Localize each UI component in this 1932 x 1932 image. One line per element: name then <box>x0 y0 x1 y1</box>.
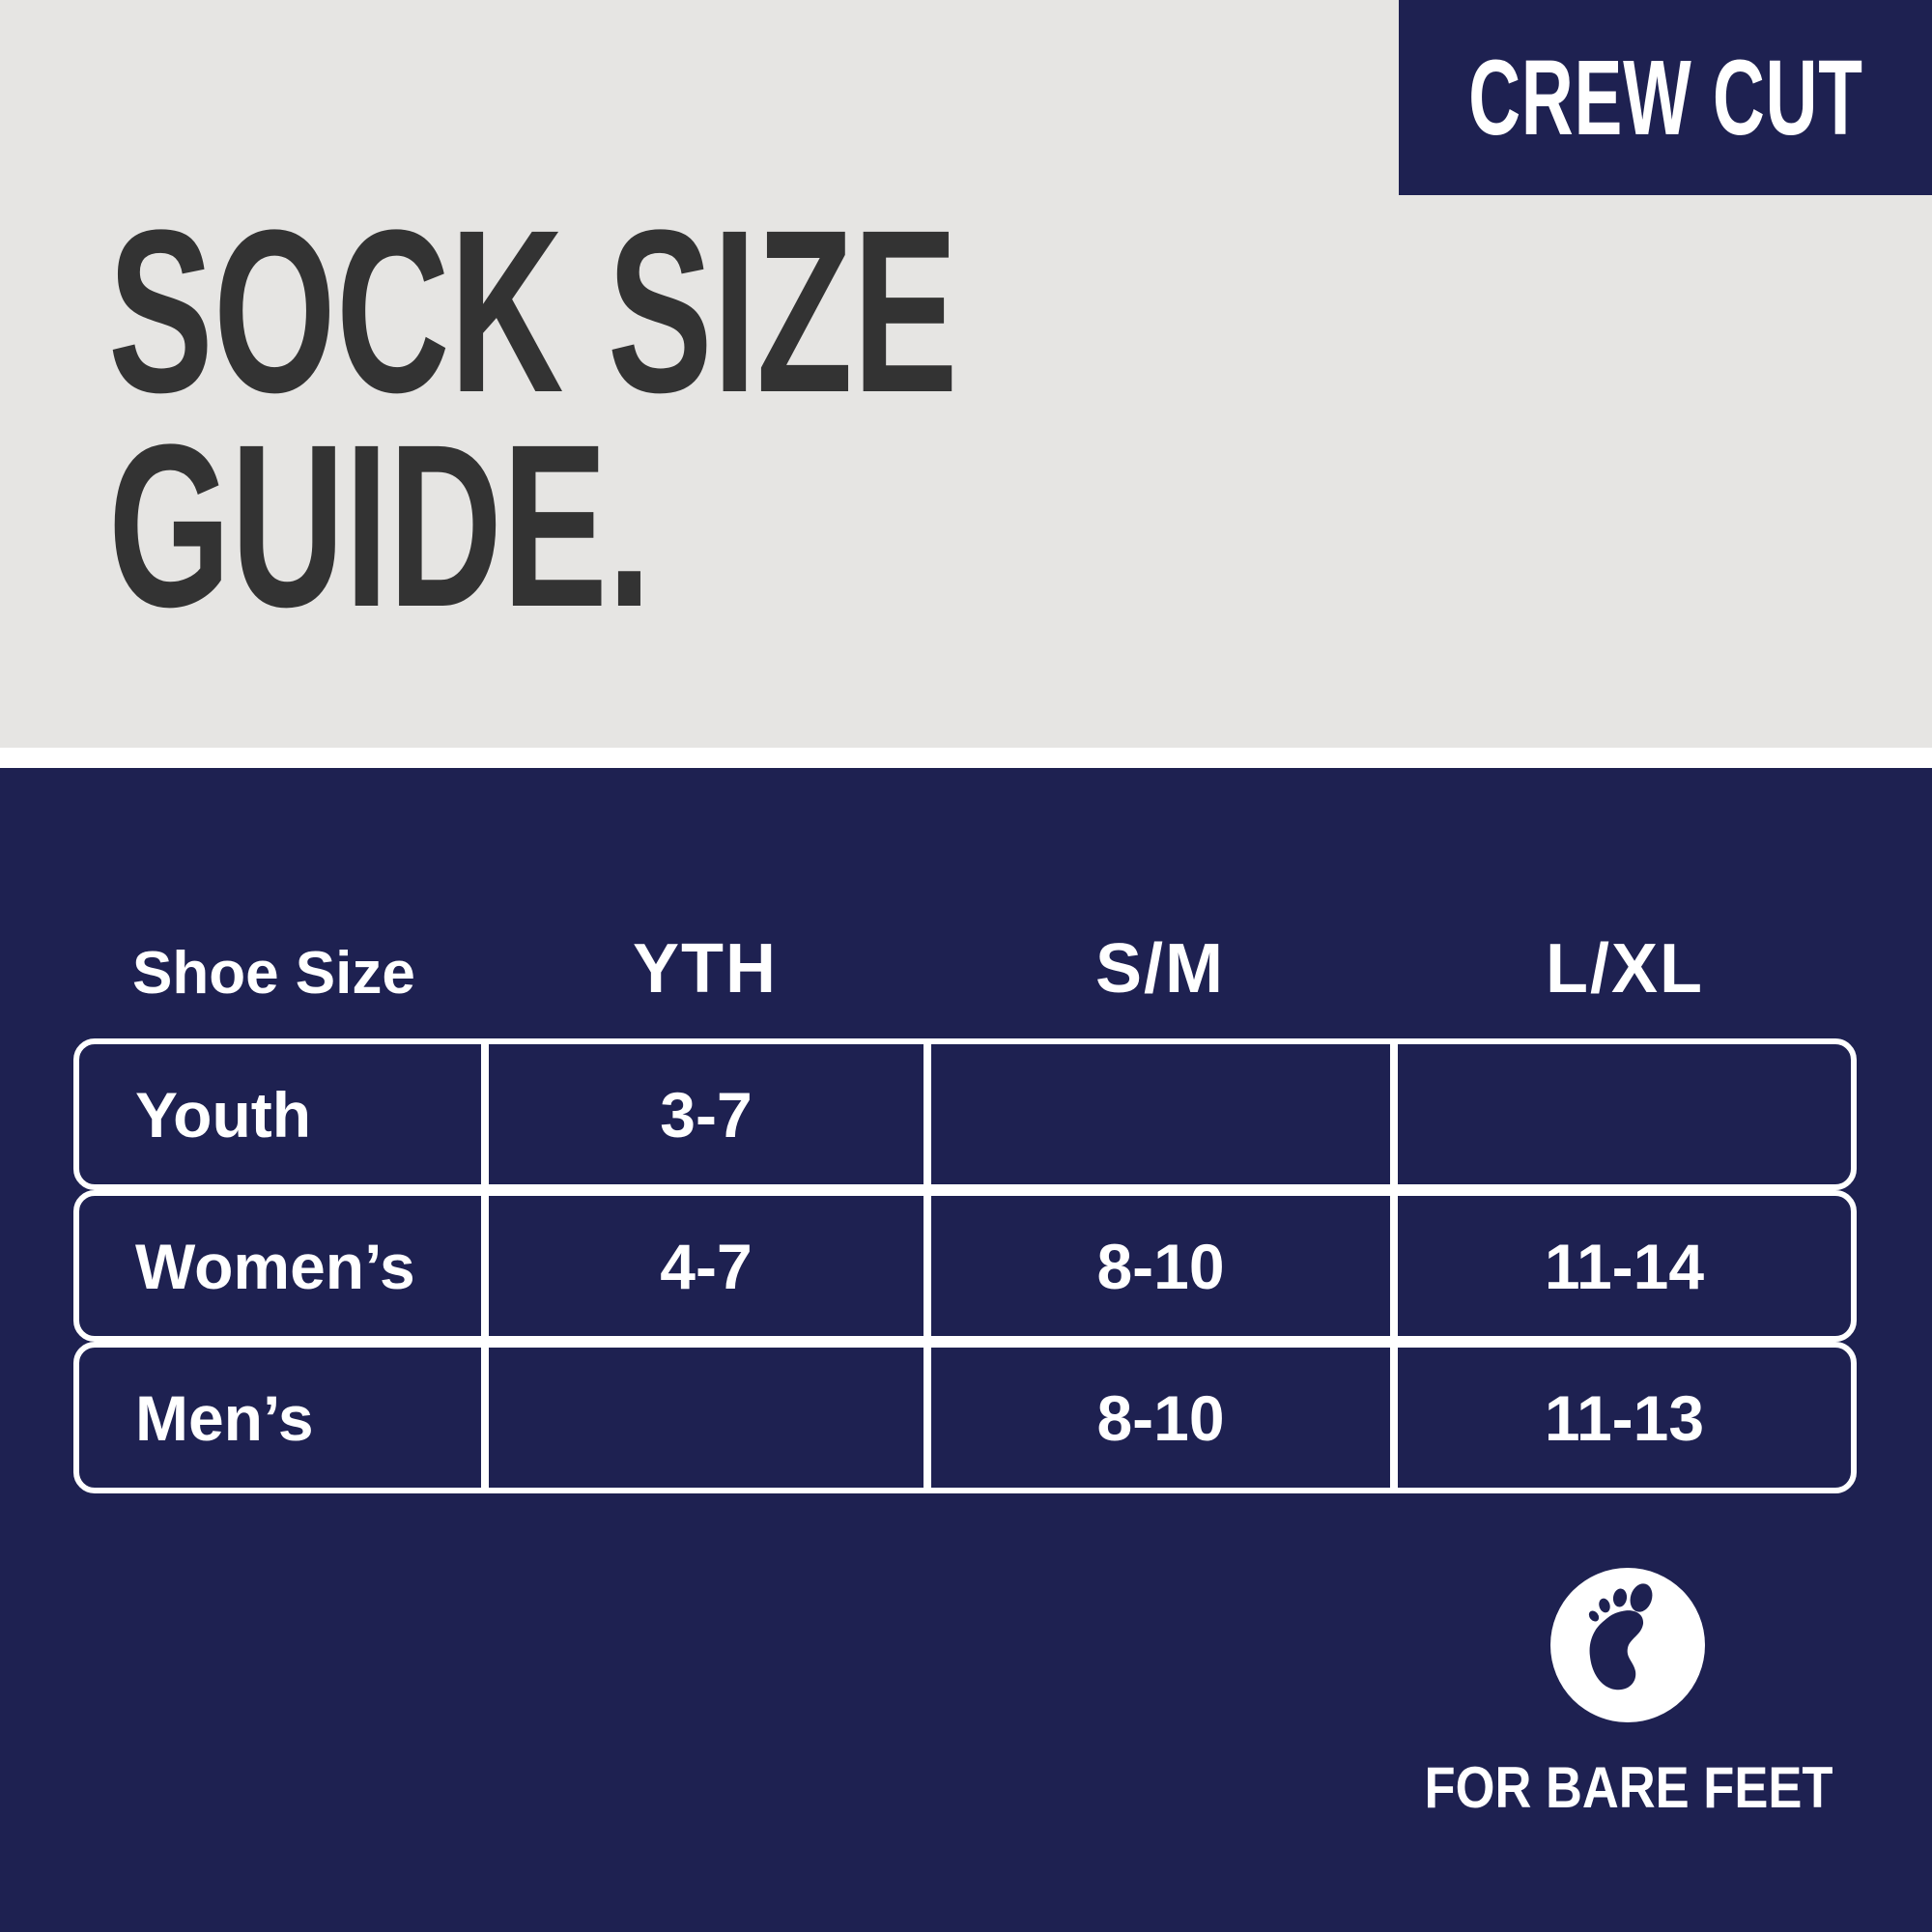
cell-womens-yth: 4-7 <box>660 1230 753 1302</box>
brand-name: FOR BARE FEET <box>1424 1755 1833 1820</box>
cell-mens-sm: 8-10 <box>1096 1381 1225 1454</box>
column-header-lxl: L/XL <box>1546 930 1704 1008</box>
table-row-youth: Youth 3-7 <box>73 1038 1857 1190</box>
cell-youth-yth: 3-7 <box>660 1078 753 1151</box>
page-title: SOCK SIZE GUIDE. <box>108 182 1358 655</box>
column-header-sm: S/M <box>1094 930 1226 1008</box>
column-header-shoe-size: Shoe Size <box>132 940 415 1007</box>
cell-mens-lxl: 11-13 <box>1544 1381 1705 1454</box>
crew-cut-badge: CREW CUT <box>1399 0 1932 195</box>
table-row-mens: Men’s 8-10 11-13 <box>73 1342 1857 1493</box>
table-row-womens: Women’s 4-7 8-10 11-14 <box>73 1190 1857 1342</box>
column-divider <box>481 1348 489 1488</box>
column-divider <box>481 1044 489 1184</box>
column-divider <box>1390 1044 1398 1184</box>
column-divider <box>923 1348 931 1488</box>
column-header-yth: YTH <box>633 930 778 1008</box>
title-line-1: SOCK SIZE <box>108 182 958 440</box>
section-divider <box>0 748 1932 768</box>
column-divider <box>1390 1196 1398 1336</box>
cell-womens-lxl: 11-14 <box>1544 1230 1705 1302</box>
footprint-icon <box>1550 1568 1705 1722</box>
column-divider <box>923 1196 931 1336</box>
column-divider <box>923 1044 931 1184</box>
row-label: Women’s <box>135 1230 415 1302</box>
cell-mens-yth <box>489 1348 923 1488</box>
row-label: Youth <box>135 1078 312 1151</box>
page-title-text: SOCK SIZE GUIDE. <box>108 182 958 655</box>
cell-youth-sm <box>931 1044 1390 1184</box>
title-line-2: GUIDE. <box>108 396 652 655</box>
cell-youth-lxl <box>1398 1044 1851 1184</box>
cell-womens-sm: 8-10 <box>1096 1230 1225 1302</box>
column-divider <box>481 1196 489 1336</box>
column-divider <box>1390 1348 1398 1488</box>
row-label: Men’s <box>135 1381 314 1454</box>
badge-label: CREW CUT <box>1467 38 1863 157</box>
